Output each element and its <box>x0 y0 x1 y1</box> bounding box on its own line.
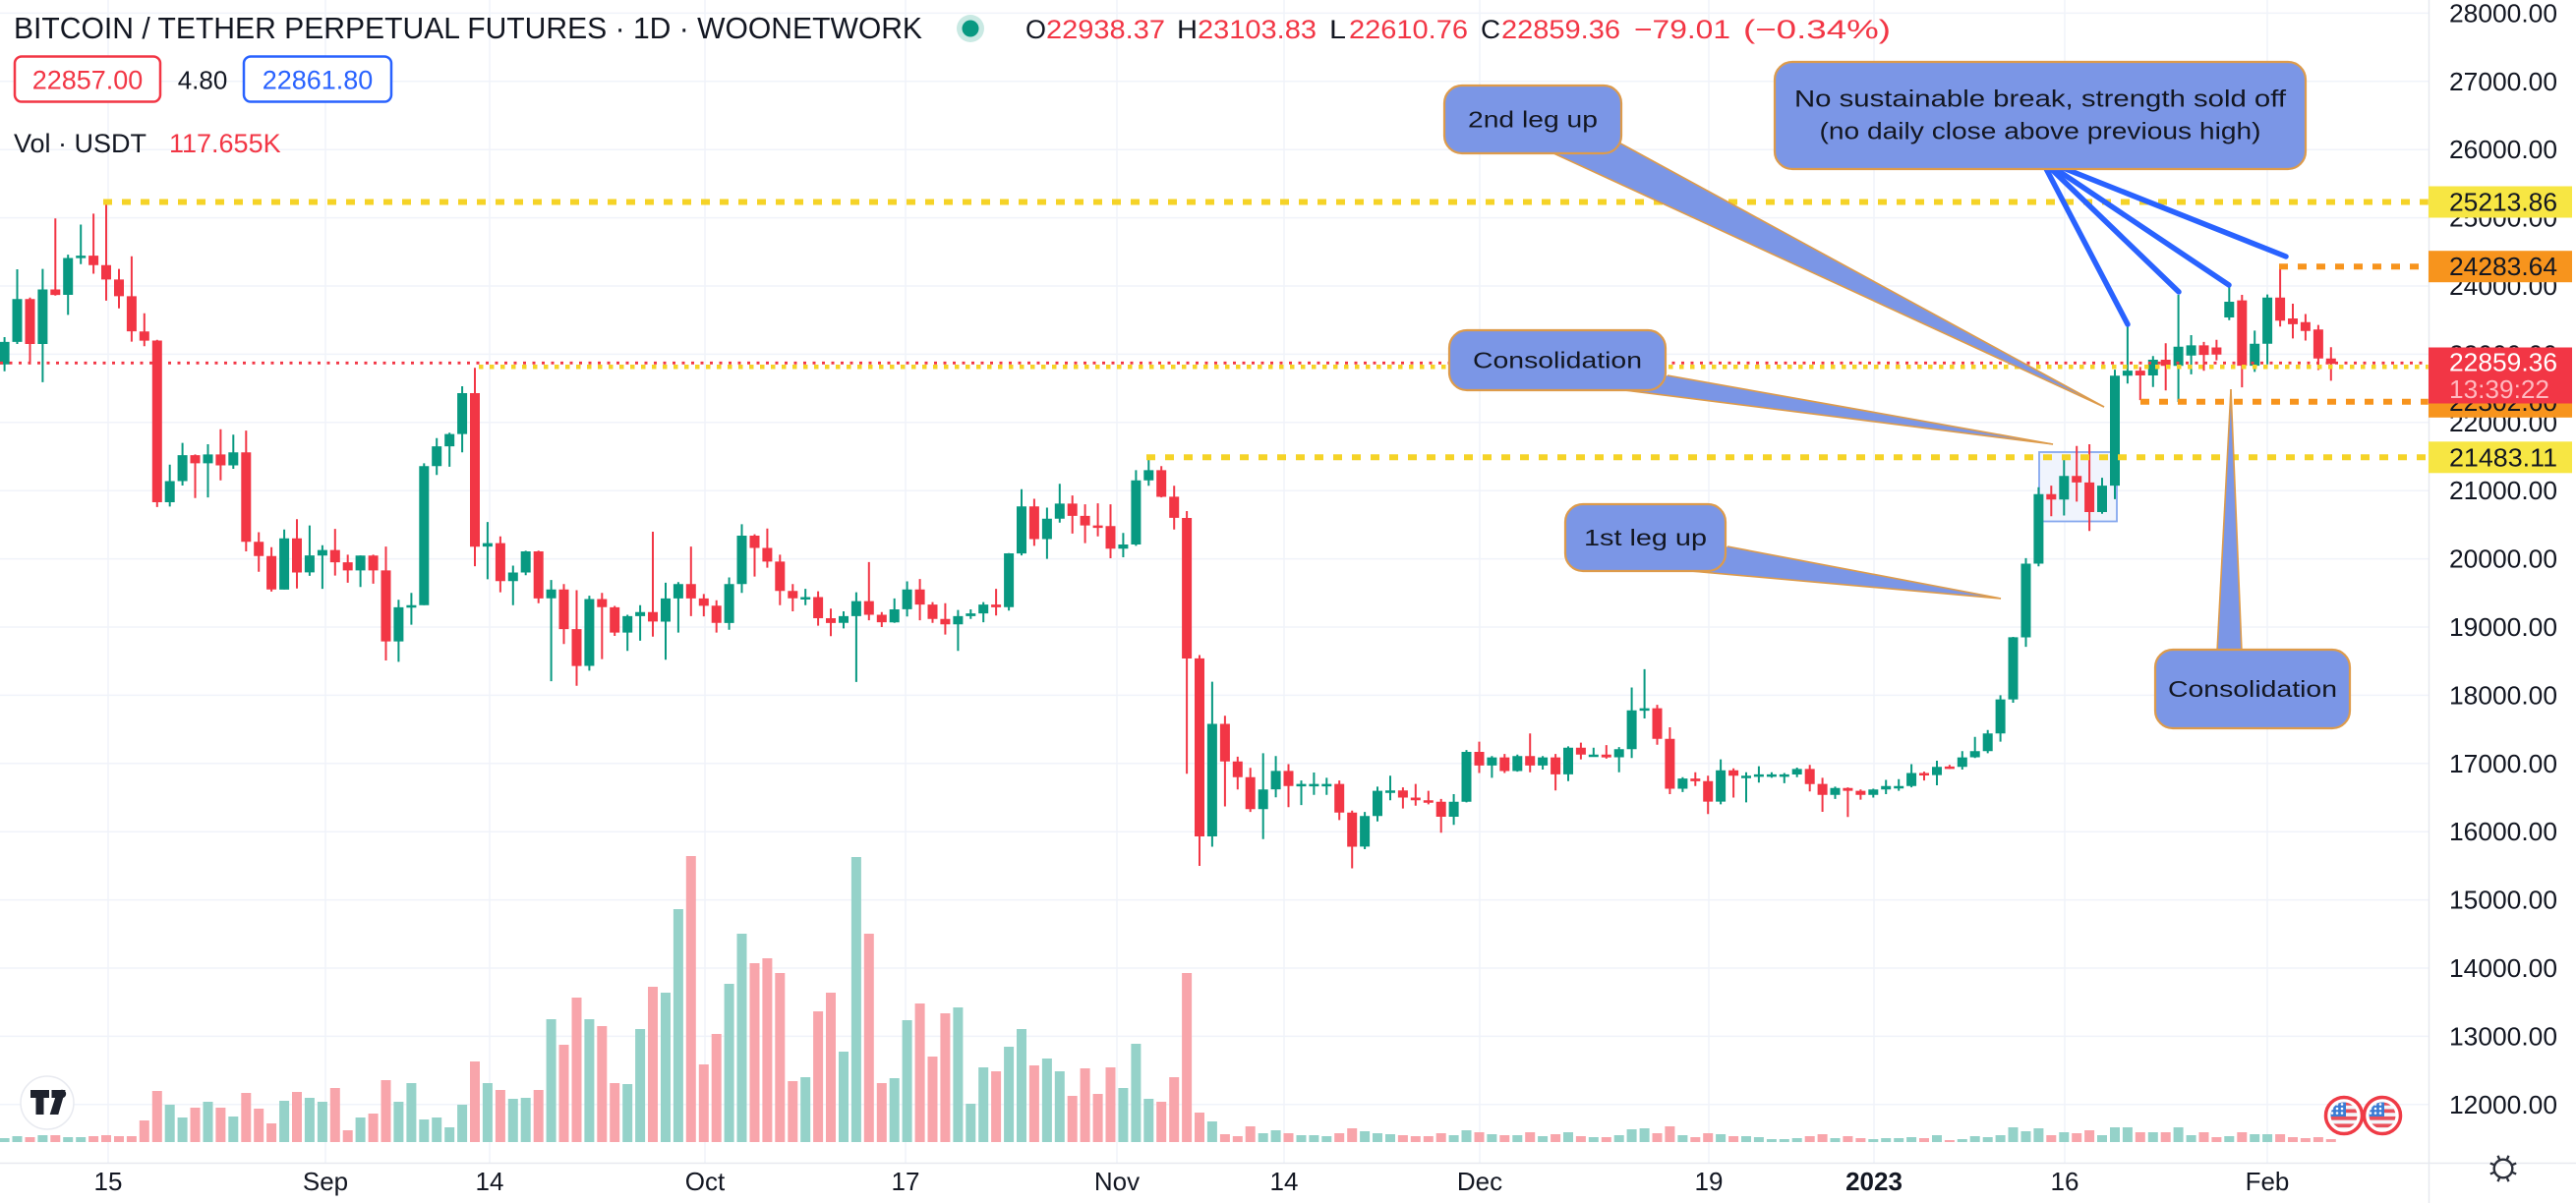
svg-text:22610.76: 22610.76 <box>1349 15 1468 44</box>
svg-text:16000.00: 16000.00 <box>2449 817 2557 846</box>
svg-text:22938.37: 22938.37 <box>1046 15 1165 44</box>
svg-text:17: 17 <box>892 1167 920 1196</box>
svg-text:2nd leg up: 2nd leg up <box>1468 107 1598 133</box>
svg-text:22859.36: 22859.36 <box>1501 15 1620 44</box>
svg-text:Vol · USDT: Vol · USDT <box>14 129 146 158</box>
svg-text:22861.80: 22861.80 <box>263 66 374 95</box>
svg-text:O: O <box>1025 15 1046 44</box>
svg-text:13000.00: 13000.00 <box>2449 1021 2557 1051</box>
svg-text:14: 14 <box>476 1167 504 1196</box>
svg-text:13:39:22: 13:39:22 <box>2449 374 2549 404</box>
svg-text:Feb: Feb <box>2246 1167 2290 1196</box>
svg-text:24283.64: 24283.64 <box>2449 252 2557 281</box>
svg-text:28000.00: 28000.00 <box>2449 0 2557 28</box>
svg-text:L: L <box>1329 15 1346 44</box>
svg-text:19000.00: 19000.00 <box>2449 612 2557 642</box>
svg-text:22857.00: 22857.00 <box>32 66 144 95</box>
svg-text:14000.00: 14000.00 <box>2449 953 2557 983</box>
svg-text:117.655K: 117.655K <box>169 129 281 158</box>
svg-text:BITCOIN / TETHER PERPETUAL FUT: BITCOIN / TETHER PERPETUAL FUTURES · 1D … <box>14 11 922 45</box>
svg-text:27000.00: 27000.00 <box>2449 67 2557 96</box>
svg-text:Consolidation: Consolidation <box>1473 348 1642 373</box>
svg-text:(no daily close above previous: (no daily close above previous high) <box>1820 119 2261 145</box>
svg-text:22859.36: 22859.36 <box>2449 348 2557 377</box>
svg-text:2023: 2023 <box>1845 1167 1903 1196</box>
svg-text:23103.83: 23103.83 <box>1198 15 1317 44</box>
svg-text:26000.00: 26000.00 <box>2449 135 2557 164</box>
svg-text:(−0.34%): (−0.34%) <box>1743 15 1891 44</box>
svg-text:C: C <box>1481 15 1500 44</box>
svg-text:17000.00: 17000.00 <box>2449 749 2557 778</box>
svg-text:12000.00: 12000.00 <box>2449 1090 2557 1119</box>
svg-text:4.80: 4.80 <box>178 66 228 95</box>
svg-text:H: H <box>1177 15 1198 44</box>
svg-text:25213.86: 25213.86 <box>2449 188 2557 217</box>
svg-text:16: 16 <box>2051 1167 2079 1196</box>
svg-text:Oct: Oct <box>685 1167 726 1196</box>
svg-text:21483.11: 21483.11 <box>2449 442 2557 472</box>
svg-text:−79.01: −79.01 <box>1634 15 1730 44</box>
svg-text:1st leg up: 1st leg up <box>1584 525 1707 550</box>
svg-text:Sep: Sep <box>303 1167 348 1196</box>
svg-text:Nov: Nov <box>1094 1167 1140 1196</box>
svg-text:20000.00: 20000.00 <box>2449 544 2557 574</box>
svg-text:19: 19 <box>1695 1167 1724 1196</box>
svg-text:14: 14 <box>1270 1167 1299 1196</box>
svg-text:18000.00: 18000.00 <box>2449 680 2557 710</box>
svg-text:No sustainable break, strength: No sustainable break, strength sold off <box>1794 86 2286 112</box>
svg-text:Consolidation: Consolidation <box>2168 676 2337 702</box>
svg-text:15000.00: 15000.00 <box>2449 886 2557 915</box>
svg-text:Dec: Dec <box>1457 1167 1502 1196</box>
svg-text:21000.00: 21000.00 <box>2449 476 2557 505</box>
svg-text:15: 15 <box>94 1167 123 1196</box>
